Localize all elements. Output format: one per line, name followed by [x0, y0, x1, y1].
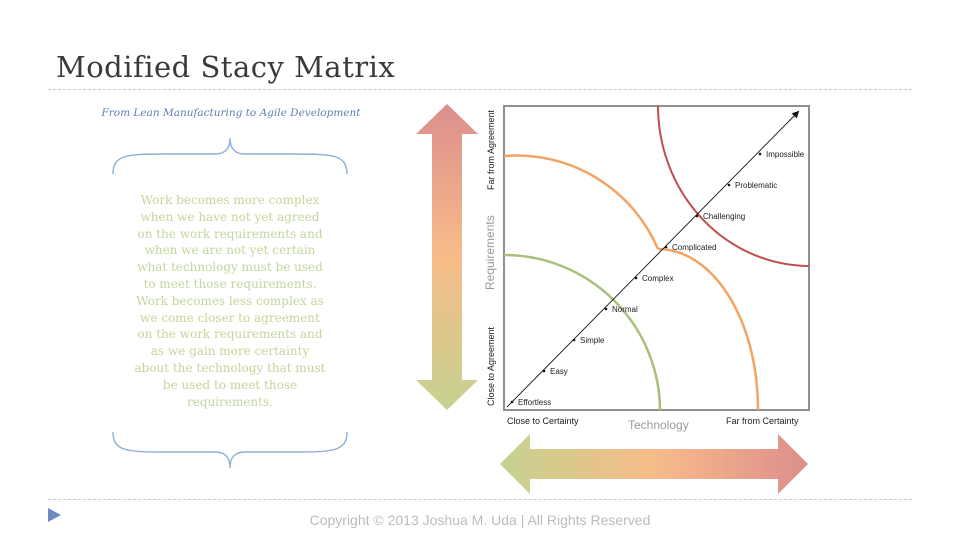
x-axis-right-label: Far from Certainty — [726, 416, 799, 426]
y-axis-title: Requirements — [483, 215, 497, 290]
title-divider — [48, 89, 912, 90]
svg-text:Challenging: Challenging — [703, 212, 745, 221]
body-line: on the work requirements and — [137, 327, 323, 342]
svg-text:Impossible: Impossible — [766, 150, 805, 159]
svg-text:Normal: Normal — [612, 305, 638, 314]
orange-zone-curve-upper — [504, 154, 660, 250]
slide-subtitle: From Lean Manufacturing to Agile Develop… — [101, 107, 361, 119]
svg-text:Effortless: Effortless — [518, 398, 551, 407]
copyright-footer: Copyright © 2013 Joshua M. Uda | All Rig… — [309, 512, 651, 528]
footer-divider — [48, 499, 912, 500]
body-line: to meet those requirements. — [143, 276, 317, 291]
level-impossible: Impossible — [758, 150, 805, 159]
orange-zone-curve-lower — [657, 247, 760, 410]
body-text: Work becomes more complex when we have n… — [120, 192, 340, 410]
x-axis-left-label: Close to Certainty — [507, 416, 579, 426]
complexity-diagonal — [506, 110, 800, 408]
svg-text:Complicated: Complicated — [672, 243, 716, 252]
svg-text:Complex: Complex — [642, 274, 674, 283]
level-challenging: Challenging — [695, 212, 745, 221]
body-line: be used to meet those — [162, 377, 298, 392]
level-effortless: Effortless — [510, 398, 551, 407]
y-axis-bottom-label: Close to Agreement — [486, 326, 496, 406]
svg-text:Simple: Simple — [580, 336, 605, 345]
matrix-frame — [503, 105, 810, 411]
red-zone-curve — [657, 106, 809, 267]
top-brace — [112, 137, 348, 175]
level-normal: Normal — [604, 305, 638, 314]
svg-text:Easy: Easy — [550, 367, 568, 376]
y-axis-top-label: Far from Agreement — [486, 109, 496, 190]
complexity-levels: Effortless Easy Simple Normal Complex Co… — [510, 150, 805, 407]
level-complicated: Complicated — [664, 243, 716, 252]
level-problematic: Problematic — [727, 181, 777, 190]
level-easy: Easy — [542, 367, 568, 376]
svg-text:Problematic: Problematic — [735, 181, 777, 190]
body-line: when we are not yet certain — [144, 243, 316, 258]
level-complex: Complex — [634, 274, 674, 283]
body-line: as we gain more certainty — [150, 344, 310, 359]
body-line: Work becomes more complex — [140, 193, 320, 207]
requirements-arrow — [416, 104, 478, 410]
green-zone-curve — [504, 253, 662, 410]
bottom-brace — [112, 431, 348, 469]
body-line: what technology must be used — [137, 260, 323, 275]
body-line: Work becomes less complex as — [136, 293, 324, 308]
body-line: on the work requirements and — [137, 226, 323, 241]
body-line: about the technology that must — [134, 360, 326, 375]
play-triangle-icon — [48, 508, 61, 522]
stacy-matrix: Effortless Easy Simple Normal Complex Co… — [483, 105, 810, 432]
technology-arrow — [500, 434, 808, 494]
x-axis-title: Technology — [628, 418, 689, 432]
body-line: when we have not yet agreed — [140, 209, 320, 224]
level-simple: Simple — [572, 336, 605, 345]
body-line: requirements. — [187, 394, 273, 409]
slide-title: Modified Stacy Matrix — [56, 50, 396, 84]
body-line: we come closer to agreement — [140, 310, 320, 325]
